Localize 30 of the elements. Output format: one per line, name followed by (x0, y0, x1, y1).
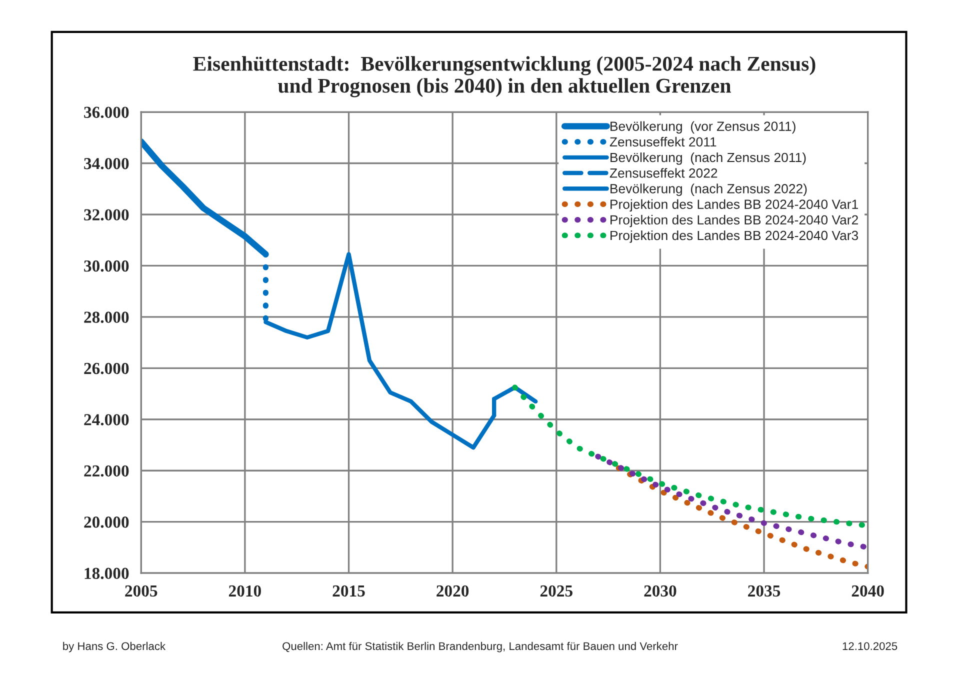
text: by Hans G. Oberlack (63, 642, 166, 652)
legend-label: Projektion des Landes BB 2024-2040 Var3 (610, 230, 858, 243)
x-tick-label: 2020 (436, 585, 469, 597)
y-tick-label: 20.000 (84, 516, 129, 528)
legend-label: Bevölkerung (vor Zensus 2011) (610, 121, 796, 134)
y-tick-label: 26.000 (84, 362, 129, 374)
x-tick-label: 2005 (125, 585, 158, 597)
chart-title: Eisenhüttenstadt: Bevölkerungsentwicklung (2005-2024 nach Zensus) und Prognosen (bis 2040) in den aktuellen Grenzen (193, 56, 816, 98)
y-tick-label: 36.000 (84, 106, 129, 118)
legend-label: Projektion des Landes BB 2024-2040 Var2 (610, 214, 858, 228)
legend-label: Zensuseffekt 2011 (610, 136, 716, 147)
source-note: Quellen: Amt für Statistik Berlin Brandenburg, Landesamt für Bauen und Verkehr (282, 642, 678, 652)
text: 12.10.2025 (842, 642, 898, 650)
x-tick-label: 2025 (540, 585, 572, 597)
x-tick-label: 2015 (332, 585, 365, 597)
y-tick-label: 18.000 (84, 568, 129, 580)
legend-label: Projektion des Landes BB 2024-2040 Var1 (610, 199, 858, 212)
legend-label: Zensuseffekt 2022 (610, 168, 718, 178)
x-tick-label: 2035 (748, 585, 780, 597)
y-tick-label: 22.000 (84, 465, 129, 477)
x-tick-label: 2030 (644, 585, 676, 597)
legend-label: Bevölkerung (nach Zensus 2022) (610, 184, 807, 196)
x-tick-label: 2040 (852, 585, 884, 597)
y-tick-label: 24.000 (84, 414, 129, 426)
y-tick-label: 32.000 (84, 209, 129, 221)
y-tick-label: 34.000 (84, 158, 129, 170)
y-tick-label: 30.000 (84, 260, 129, 272)
x-tick-label: 2010 (228, 585, 261, 597)
y-tick-label: 28.000 (84, 312, 129, 323)
legend-label: Bevölkerung (nach Zensus 2011) (610, 152, 806, 165)
